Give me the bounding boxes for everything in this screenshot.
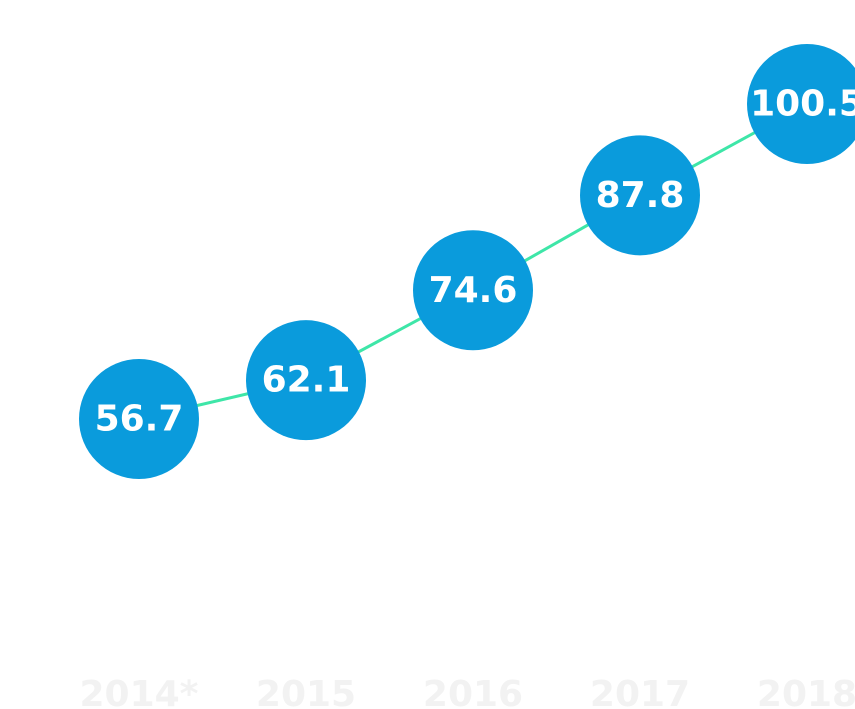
data-label: 62.1 <box>262 360 351 401</box>
data-point: 100.5 <box>747 44 855 164</box>
data-point-marker <box>413 230 533 351</box>
data-point-marker <box>747 44 855 164</box>
x-tick-label: 2016 <box>423 674 523 709</box>
x-tick-label: 2018 <box>757 674 855 709</box>
x-tick-label: 2014* <box>79 674 198 709</box>
data-point: 56.7 <box>79 359 199 479</box>
data-label: 100.5 <box>750 84 855 125</box>
data-point-marker <box>580 135 700 256</box>
x-axis-ticks: 2014* 2015 2016 2017 2018 <box>79 674 855 709</box>
data-point-marker <box>246 320 366 441</box>
data-label: 87.8 <box>596 175 685 216</box>
data-point-marker <box>79 359 199 479</box>
marker-layer: 56.7 62.1 74.6 87.8 100.5 <box>79 44 855 479</box>
data-point: 87.8 <box>580 135 700 256</box>
x-tick-label: 2015 <box>256 674 356 709</box>
data-label: 74.6 <box>429 270 518 311</box>
data-label: 56.7 <box>95 399 184 440</box>
data-point: 74.6 <box>413 230 533 351</box>
x-tick-label: 2017 <box>590 674 690 709</box>
data-point: 62.1 <box>246 320 366 441</box>
